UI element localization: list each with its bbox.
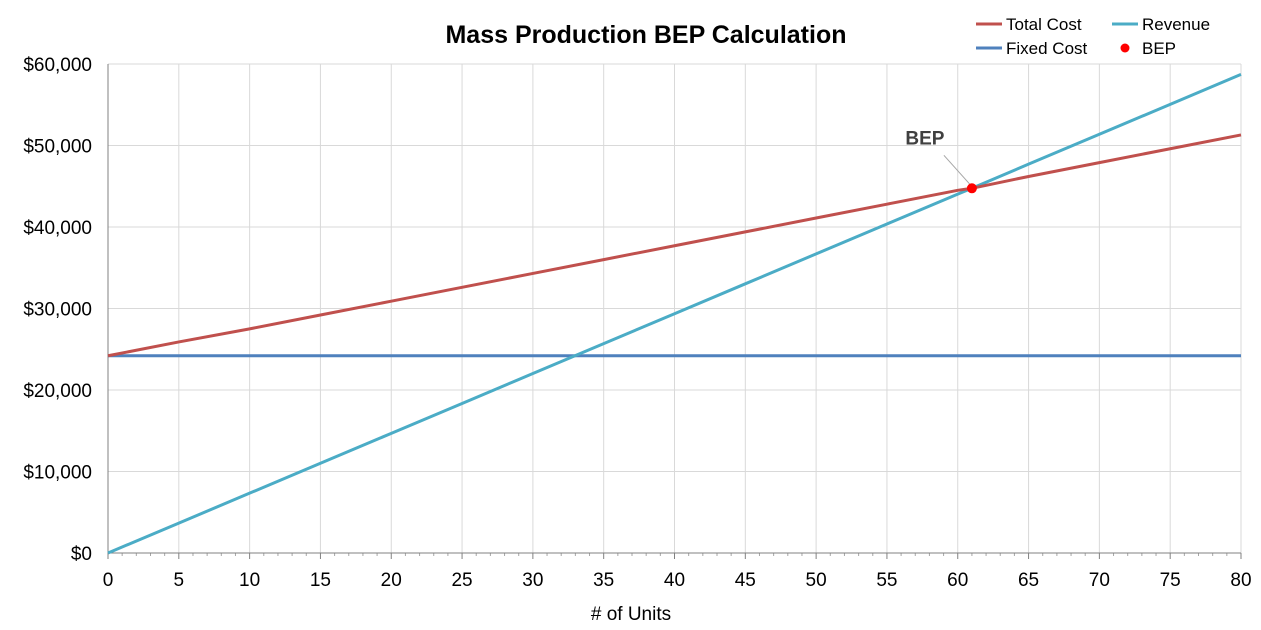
x-tick-label: 40 — [664, 570, 685, 591]
gridlines — [108, 63, 1242, 553]
bep-point — [966, 183, 977, 194]
y-tick-label: $0 — [71, 544, 92, 565]
x-tick-label: 20 — [381, 570, 402, 591]
y-tick-label: $60,000 — [23, 55, 92, 76]
y-tick-label: $50,000 — [23, 137, 92, 158]
series-lines — [107, 73, 1242, 555]
x-tick-label: 55 — [876, 570, 897, 591]
x-tick-label: 80 — [1230, 570, 1251, 591]
y-tick-label: $30,000 — [23, 300, 92, 321]
x-tick-label: 75 — [1160, 570, 1181, 591]
x-tick-label: 5 — [174, 570, 185, 591]
x-tick-label: 15 — [310, 570, 331, 591]
x-tick-label: 70 — [1089, 570, 1110, 591]
bep-leader-line — [943, 154, 971, 185]
legend-swatch-bep — [1120, 43, 1130, 53]
x-tick-label: 25 — [451, 570, 472, 591]
chart-title: Mass Production BEP Calculation — [445, 21, 846, 49]
x-tick-label: 50 — [806, 570, 827, 591]
legend-label-fixed-cost: Fixed Cost — [1006, 39, 1088, 58]
x-tick-label: 35 — [593, 570, 614, 591]
series-line-revenue — [107, 73, 1242, 555]
x-tick-label: 65 — [1018, 570, 1039, 591]
y-tick-label: $40,000 — [23, 218, 92, 239]
legend-label-total-cost: Total Cost — [1006, 15, 1082, 34]
legend-label-revenue: Revenue — [1142, 15, 1210, 34]
legend: Total Cost Revenue Fixed Cost BEP — [976, 15, 1210, 58]
legend-label-bep: BEP — [1142, 39, 1176, 58]
axes: $0 $10,000 $20,000 $30,000 $40,000 $50,000 $60… — [23, 55, 1251, 591]
series-line-total-cost — [107, 133, 1242, 358]
x-tick-label: 45 — [735, 570, 756, 591]
x-axis-label: # of Units — [591, 604, 671, 625]
x-tick-label: 0 — [103, 570, 114, 591]
x-tick-label: 10 — [239, 570, 260, 591]
y-tick-label: $10,000 — [23, 463, 92, 484]
bep-annotation: BEP — [905, 128, 944, 149]
x-tick-label: 60 — [947, 570, 968, 591]
bep-marker-group: BEP — [905, 128, 977, 194]
x-tick-label: 30 — [522, 570, 543, 591]
y-tick-label: $20,000 — [23, 381, 92, 402]
